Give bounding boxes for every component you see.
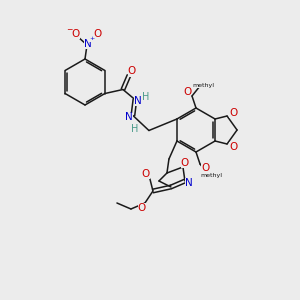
- Text: methyl: methyl: [192, 82, 214, 88]
- Text: N: N: [185, 178, 193, 188]
- Text: O: O: [72, 29, 80, 39]
- Text: O: O: [183, 87, 191, 97]
- Text: N: N: [125, 112, 133, 122]
- Text: methyl: methyl: [200, 172, 222, 178]
- Text: −: −: [66, 26, 72, 34]
- Text: O: O: [142, 169, 150, 179]
- Text: H: H: [131, 124, 139, 134]
- Text: O: O: [138, 203, 146, 213]
- Text: O: O: [94, 29, 102, 39]
- Text: O: O: [229, 108, 237, 118]
- Text: +: +: [89, 37, 94, 41]
- Text: O: O: [128, 67, 136, 76]
- Text: N: N: [84, 39, 92, 49]
- Text: O: O: [229, 142, 237, 152]
- Text: O: O: [181, 158, 189, 168]
- Text: O: O: [201, 163, 209, 173]
- Text: H: H: [142, 92, 150, 103]
- Text: N: N: [134, 95, 142, 106]
